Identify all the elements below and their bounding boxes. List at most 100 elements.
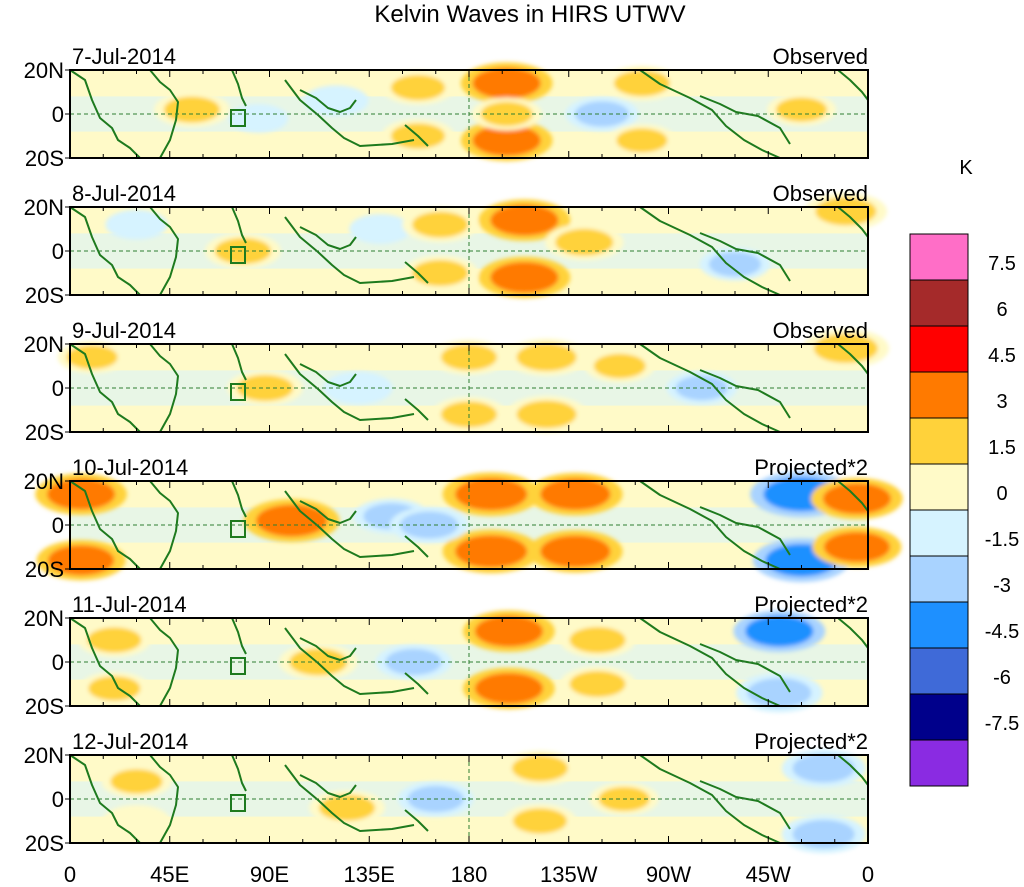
colorbar-swatch-2	[909, 279, 969, 327]
anomaly-contour-10	[616, 128, 668, 153]
coastline-5	[299, 637, 357, 661]
anomaly-contour-1	[47, 478, 116, 510]
panel-3: 20N 0 20S 9-Jul-2014 Observed	[24, 318, 890, 445]
reference-box	[230, 794, 246, 812]
colorbar-swatch-12	[909, 739, 969, 787]
coastline-4	[284, 627, 415, 695]
colorbar-label: 4.5	[988, 345, 1016, 367]
panel-label: Projected*2	[754, 729, 868, 754]
coastline-4	[284, 353, 415, 421]
coastline-7	[639, 206, 781, 296]
y-tick-label: 20N	[24, 195, 64, 220]
y-tick-label: 20S	[25, 557, 64, 582]
anomaly-contour-10	[113, 213, 160, 236]
panel-6: 20N 0 20S 12-Jul-2014 Projected*2	[24, 729, 869, 856]
coastline-1	[69, 754, 141, 844]
colorbar: K 7.5 6 4.5 3 1.5 0 -1.5 -3 -4.5 -6 -7.5	[909, 157, 1019, 787]
panel-date: 12-Jul-2014	[72, 729, 188, 754]
x-tick-label: 0	[64, 862, 76, 887]
coastlines	[69, 343, 869, 433]
anomaly-field	[101, 749, 866, 854]
panel-label: Observed	[773, 318, 868, 343]
anomaly-contour-8	[569, 671, 626, 697]
coastline-3	[231, 617, 247, 655]
coastline-3	[231, 343, 247, 381]
coastline-5	[299, 226, 357, 250]
chart-title: Kelvin Waves in HIRS UTWV	[374, 1, 685, 28]
coastlines	[69, 480, 869, 570]
coastline-8	[699, 780, 791, 830]
coastline-2	[149, 617, 179, 707]
y-tick-label: 20N	[24, 469, 64, 494]
anomaly-contour-8	[792, 754, 855, 783]
coastline-8	[699, 643, 791, 693]
x-tick-label: 90E	[250, 862, 289, 887]
coastline-3	[231, 69, 247, 107]
y-tick-label: 0	[52, 787, 64, 812]
coastline-2	[149, 754, 179, 844]
colorbar-swatch-9	[909, 601, 969, 649]
y-tick-label: 20S	[25, 283, 64, 308]
anomaly-contour-4	[412, 260, 469, 286]
coastline-1	[69, 480, 141, 570]
coastlines	[69, 754, 869, 844]
y-tick-label: 20S	[25, 420, 64, 445]
reference-box	[230, 246, 246, 264]
panel-date: 11-Jul-2014	[72, 592, 187, 617]
colorbar-label: -7.5	[985, 713, 1019, 735]
panel-4: 20N 0 20S 10-Jul-2014 Projected*2	[24, 455, 903, 583]
anomaly-contour-5	[516, 343, 577, 372]
coastline-9	[837, 69, 869, 101]
colorbar-label: 0	[996, 483, 1007, 505]
y-tick-label: 0	[52, 376, 64, 401]
coastline-2	[149, 69, 179, 159]
colorbar-label: 3	[996, 391, 1007, 413]
coastline-9	[837, 343, 869, 375]
coastline-3	[231, 206, 247, 244]
coastline-4	[284, 79, 415, 147]
coastline-9	[837, 206, 869, 238]
colorbar-swatch-6	[909, 463, 969, 511]
anomaly-contour-6	[472, 124, 541, 156]
anomaly-contour-10	[66, 345, 118, 370]
coastline-7	[639, 754, 781, 844]
coastline-6	[404, 809, 429, 832]
colorbar-label: -3	[993, 575, 1011, 597]
y-tick-label: 20N	[24, 606, 64, 631]
coastline-1	[69, 617, 141, 707]
anomaly-contour-6	[455, 535, 528, 568]
anomaly-contour-6	[516, 400, 577, 429]
panel-date: 8-Jul-2014	[72, 181, 176, 206]
anomaly-contour-7	[540, 478, 611, 511]
y-tick-label: 0	[52, 513, 64, 538]
anomaly-contour-7	[555, 228, 614, 256]
colorbar-swatch-5	[909, 417, 969, 465]
colorbar-label: 6	[996, 299, 1007, 321]
anomaly-contour-9	[813, 333, 878, 363]
anomaly-contour-3	[256, 504, 328, 537]
colorbar-swatch-1	[909, 233, 969, 281]
coastline-7	[639, 480, 781, 570]
anomaly-contour-1	[163, 96, 220, 123]
y-tick-label: 20S	[25, 831, 64, 856]
anomaly-contour-8	[540, 535, 611, 568]
colorbar-label: 1.5	[988, 437, 1016, 459]
panel-date: 7-Jul-2014	[72, 44, 176, 69]
anomaly-contour-2	[357, 218, 404, 240]
coastline-5	[299, 363, 357, 387]
coastline-5	[299, 774, 357, 798]
anomaly-contour-8	[709, 252, 761, 277]
coastline-4	[284, 764, 415, 832]
y-tick-label: 20N	[24, 332, 64, 357]
colorbar-swatch-4	[909, 371, 969, 419]
anomaly-contour-6	[490, 262, 559, 293]
coastline-6	[404, 261, 429, 284]
coastlines	[69, 617, 869, 707]
x-tick-label: 90W	[646, 862, 691, 887]
y-tick-label: 20N	[24, 58, 64, 83]
anomaly-contour-13	[823, 532, 890, 562]
anomaly-contour-11	[776, 97, 827, 122]
colorbar-units: K	[959, 157, 973, 179]
coastline-8	[699, 369, 791, 419]
